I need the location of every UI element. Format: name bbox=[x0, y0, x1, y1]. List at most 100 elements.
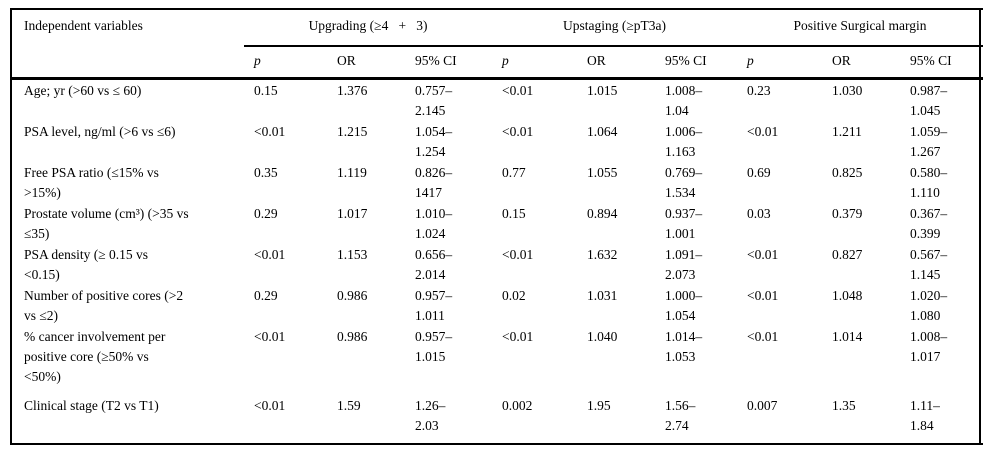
cell-p: <0.01 bbox=[747, 329, 779, 344]
row-label: Number of positive cores (>2 vs ≤2) bbox=[24, 288, 184, 323]
cell-p: <0.01 bbox=[502, 83, 534, 98]
cell-or: 0.986 bbox=[337, 329, 368, 344]
col-header-ci: 95% CI bbox=[405, 46, 493, 80]
table-row: Prostate volume (cm³) (>35 vs ≤35) 0.29 1.… bbox=[12, 203, 983, 244]
cell-p: 0.29 bbox=[254, 206, 278, 221]
cell-ci: 0.769– 1.534 bbox=[665, 165, 703, 200]
table-row: % cancer involvement per positive core (… bbox=[12, 326, 983, 387]
cell-p: <0.01 bbox=[747, 124, 779, 139]
cell-p: <0.01 bbox=[502, 329, 534, 344]
cell-p: 0.002 bbox=[502, 398, 533, 413]
cell-ci: 0.567– 1.145 bbox=[910, 247, 948, 282]
cell-or: 1.59 bbox=[337, 398, 361, 413]
cell-ci: 0.580– 1.110 bbox=[910, 165, 948, 200]
row-label: Prostate volume (cm³) (>35 vs ≤35) bbox=[24, 206, 189, 241]
corner-header: Independent variables bbox=[12, 9, 244, 80]
cell-ci: 0.937– 1.001 bbox=[665, 206, 703, 241]
cell-or: 0.894 bbox=[587, 206, 618, 221]
cell-p: <0.01 bbox=[254, 398, 286, 413]
cell-or: 1.048 bbox=[832, 288, 863, 303]
group-header-upgrading: Upgrading (≥4 + 3) bbox=[244, 9, 493, 47]
cell-ci: 1.008– 1.04 bbox=[665, 83, 703, 118]
table-row: PSA density (≥ 0.15 vs <0.15) <0.01 1.153 0… bbox=[12, 244, 983, 285]
row-label: Clinical stage (T2 vs T1) bbox=[24, 398, 159, 413]
col-header-p: p bbox=[492, 46, 578, 80]
table-row: PSA level, ng/ml (>6 vs ≤6) <0.01 1.215 1.0… bbox=[12, 121, 983, 162]
cell-or: 1.211 bbox=[832, 124, 862, 139]
col-header-p: p bbox=[244, 46, 327, 80]
col-header-or: OR bbox=[577, 46, 656, 80]
cell-p: 0.35 bbox=[254, 165, 278, 180]
table-row: Clinical stage (T2 vs T1) <0.01 1.59 1.26– … bbox=[12, 387, 983, 444]
cell-or: 1.215 bbox=[337, 124, 368, 139]
sub-header-row: p OR 95% CI p OR 95% CI p OR 95% CI bbox=[12, 46, 984, 80]
cell-or: 0.986 bbox=[337, 288, 368, 303]
cell-or: 1.064 bbox=[587, 124, 618, 139]
cell-ci: 0.957– 1.011 bbox=[415, 288, 453, 323]
cell-p: <0.01 bbox=[254, 247, 286, 262]
cell-p: <0.01 bbox=[254, 329, 286, 344]
row-label: % cancer involvement per positive core (… bbox=[24, 329, 166, 384]
group-header-margin: Positive Surgical margin bbox=[737, 9, 984, 47]
cell-p: 0.15 bbox=[502, 206, 526, 221]
cell-or: 1.017 bbox=[337, 206, 368, 221]
col-header-p: p bbox=[737, 46, 823, 80]
group-header-upstaging: Upstaging (≥pT3a) bbox=[492, 9, 738, 47]
table-row: Age; yr (>60 vs ≤ 60) 0.15 1.376 0.757– 2.1… bbox=[12, 79, 983, 122]
table-body: Age; yr (>60 vs ≤ 60) 0.15 1.376 0.757– 2.1… bbox=[12, 79, 983, 445]
cell-p: 0.007 bbox=[747, 398, 778, 413]
cell-p: 0.23 bbox=[747, 83, 771, 98]
col-header-or: OR bbox=[822, 46, 901, 80]
cell-ci: 1.11– 1.84 bbox=[910, 398, 940, 433]
cell-or: 0.379 bbox=[832, 206, 863, 221]
col-header-ci: 95% CI bbox=[655, 46, 738, 80]
cell-or: 1.030 bbox=[832, 83, 863, 98]
table-frame: Independent variables Upgrading (≥4 + 3)… bbox=[10, 8, 984, 445]
cell-ci: 0.757– 2.145 bbox=[415, 83, 453, 118]
cell-p: 0.69 bbox=[747, 165, 771, 180]
cell-ci: 1.010– 1.024 bbox=[415, 206, 453, 241]
row-label: PSA level, ng/ml (>6 vs ≤6) bbox=[24, 124, 176, 139]
group-header-row: Independent variables Upgrading (≥4 + 3)… bbox=[12, 9, 984, 80]
row-label: Free PSA ratio (≤15% vs >15%) bbox=[24, 165, 159, 200]
cell-or: 1.95 bbox=[587, 398, 611, 413]
row-label: Age; yr (>60 vs ≤ 60) bbox=[24, 83, 142, 98]
cell-or: 1.015 bbox=[587, 83, 618, 98]
cell-or: 1.153 bbox=[337, 247, 368, 262]
cell-p: 0.03 bbox=[747, 206, 771, 221]
cell-or: 1.055 bbox=[587, 165, 618, 180]
cell-ci: 1.054– 1.254 bbox=[415, 124, 453, 159]
table-row: Free PSA ratio (≤15% vs >15%) 0.35 1.119 0.… bbox=[12, 162, 983, 203]
cell-or: 1.376 bbox=[337, 83, 368, 98]
cell-or: 1.632 bbox=[587, 247, 618, 262]
cell-ci: 1.014– 1.053 bbox=[665, 329, 703, 364]
cell-ci: 1.091– 2.073 bbox=[665, 247, 703, 282]
cell-p: <0.01 bbox=[502, 124, 534, 139]
cell-or: 1.35 bbox=[832, 398, 856, 413]
cell-ci: 0.367– 0.399 bbox=[910, 206, 948, 241]
cell-ci: 1.008– 1.017 bbox=[910, 329, 948, 364]
cell-p: 0.15 bbox=[254, 83, 278, 98]
cell-p: <0.01 bbox=[502, 247, 534, 262]
cell-ci: 1.059– 1.267 bbox=[910, 124, 948, 159]
cell-ci: 0.826– 1417 bbox=[415, 165, 453, 200]
cell-p: <0.01 bbox=[747, 247, 779, 262]
cell-ci: 1.000– 1.054 bbox=[665, 288, 703, 323]
cell-or: 0.825 bbox=[832, 165, 863, 180]
cell-ci: 1.020– 1.080 bbox=[910, 288, 948, 323]
table-row: Number of positive cores (>2 vs ≤2) 0.29 0… bbox=[12, 285, 983, 326]
cell-p: <0.01 bbox=[747, 288, 779, 303]
cell-ci: 1.56– 2.74 bbox=[665, 398, 696, 433]
cell-or: 1.014 bbox=[832, 329, 863, 344]
cell-p: 0.02 bbox=[502, 288, 526, 303]
cell-or: 1.040 bbox=[587, 329, 618, 344]
cell-ci: 1.006– 1.163 bbox=[665, 124, 703, 159]
row-label: PSA density (≥ 0.15 vs <0.15) bbox=[24, 247, 149, 282]
cell-ci: 0.656– 2.014 bbox=[415, 247, 453, 282]
cell-or: 1.031 bbox=[587, 288, 618, 303]
cell-ci: 1.26– 2.03 bbox=[415, 398, 446, 433]
cell-ci: 0.987– 1.045 bbox=[910, 83, 948, 118]
cell-p: <0.01 bbox=[254, 124, 286, 139]
col-header-or: OR bbox=[327, 46, 405, 80]
cell-p: 0.29 bbox=[254, 288, 278, 303]
